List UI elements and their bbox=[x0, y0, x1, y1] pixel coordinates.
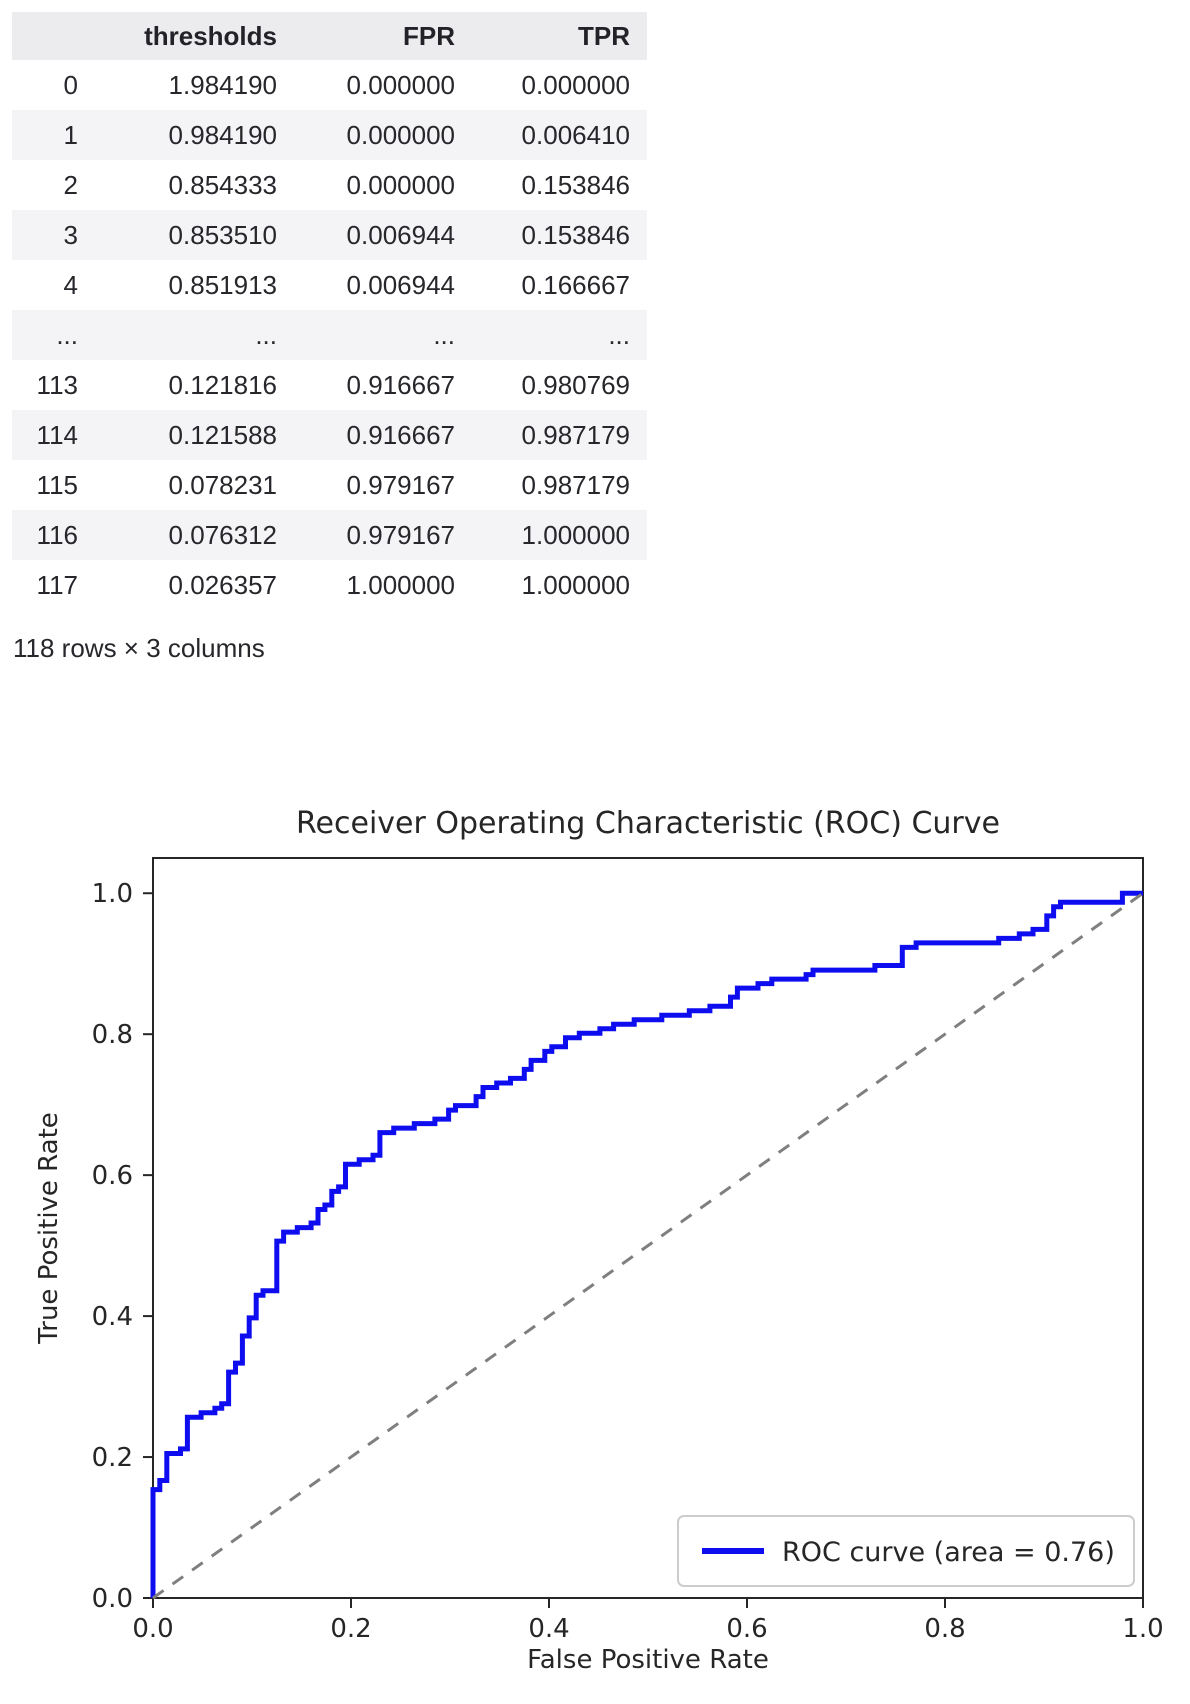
y-tick-label: 0.0 bbox=[92, 1584, 133, 1614]
table-row: 2 0.854333 0.000000 0.153846 bbox=[12, 160, 647, 210]
table-cell: 0.979167 bbox=[346, 470, 455, 500]
table-cell: 0.851913 bbox=[168, 270, 277, 300]
row-index: 116 bbox=[36, 520, 78, 550]
table-cell: 0.854333 bbox=[168, 170, 277, 200]
table-cell: 0.153846 bbox=[521, 170, 630, 200]
table-cell: 0.000000 bbox=[346, 120, 455, 150]
column-header-thresholds: thresholds bbox=[144, 21, 277, 51]
table-cell: 0.121816 bbox=[168, 370, 277, 400]
table-row: 1 0.984190 0.000000 0.006410 bbox=[12, 110, 647, 160]
table-cell: 0.980769 bbox=[521, 370, 630, 400]
row-index: 3 bbox=[63, 220, 78, 250]
table-cell: 0.853510 bbox=[168, 220, 277, 250]
index-column-header bbox=[12, 12, 78, 60]
row-index: 113 bbox=[36, 370, 78, 400]
y-tick-label: 0.6 bbox=[92, 1161, 133, 1191]
table-cell: 1.000000 bbox=[346, 570, 455, 600]
table-cell: 0.984190 bbox=[168, 120, 277, 150]
roc-curve-line bbox=[150, 890, 1143, 1598]
table-row: 4 0.851913 0.006944 0.166667 bbox=[12, 260, 647, 310]
y-tick-label: 0.2 bbox=[92, 1443, 133, 1473]
table-cell: 0.987179 bbox=[521, 420, 630, 450]
table-row: 114 0.121588 0.916667 0.987179 bbox=[12, 410, 647, 460]
table-cell: 0.006944 bbox=[346, 270, 455, 300]
table-cell: ... bbox=[433, 320, 455, 350]
row-index: 1 bbox=[63, 120, 78, 150]
row-index: 117 bbox=[36, 570, 78, 600]
row-index: 115 bbox=[36, 470, 78, 500]
column-header-fpr: FPR bbox=[403, 21, 455, 51]
roc-figure: Receiver Operating Characteristic (ROC) … bbox=[0, 750, 1190, 1704]
x-axis-label: False Positive Rate bbox=[527, 1645, 769, 1675]
x-tick-label: 0.2 bbox=[330, 1614, 371, 1644]
table-cell: 0.026357 bbox=[168, 570, 277, 600]
table-row: 116 0.076312 0.979167 1.000000 bbox=[12, 510, 647, 560]
row-index: 2 bbox=[63, 170, 78, 200]
column-header-tpr: TPR bbox=[578, 21, 630, 51]
roc-dataframe-table: thresholds FPR TPR 0 1.984190 0.000000 0.0000… bbox=[12, 12, 647, 610]
table-cell: 1.984190 bbox=[168, 70, 277, 100]
table-cell: 0.000000 bbox=[346, 170, 455, 200]
row-index: ... bbox=[56, 320, 78, 350]
table-cell: 0.979167 bbox=[346, 520, 455, 550]
table-cell: 0.153846 bbox=[521, 220, 630, 250]
table-row: 115 0.078231 0.979167 0.987179 bbox=[12, 460, 647, 510]
table-cell: ... bbox=[255, 320, 277, 350]
table-row: ............ bbox=[12, 310, 647, 360]
y-tick-label: 0.8 bbox=[92, 1020, 133, 1050]
plot-area-frame bbox=[152, 857, 1144, 1599]
y-tick-label: 0.4 bbox=[92, 1302, 133, 1332]
table-cell: 0.076312 bbox=[168, 520, 277, 550]
table-cell: ... bbox=[608, 320, 630, 350]
table-cell: 0.916667 bbox=[346, 420, 455, 450]
row-index: 0 bbox=[63, 70, 78, 100]
x-tick-label: 0.6 bbox=[726, 1614, 767, 1644]
table-cell: 1.000000 bbox=[521, 520, 630, 550]
table-cell: 0.000000 bbox=[521, 70, 630, 100]
row-index: 4 bbox=[63, 270, 78, 300]
chart-title: Receiver Operating Characteristic (ROC) … bbox=[296, 806, 1000, 841]
table-row: 117 0.026357 1.000000 1.000000 bbox=[12, 560, 647, 610]
table-row: 3 0.853510 0.006944 0.153846 bbox=[12, 210, 647, 260]
table-cell: 0.916667 bbox=[346, 370, 455, 400]
table-cell: 0.006944 bbox=[346, 220, 455, 250]
dataframe-shape-summary: 118 rows × 3 columns bbox=[13, 633, 265, 663]
x-tick-label: 0.4 bbox=[528, 1614, 569, 1644]
legend-label: ROC curve (area = 0.76) bbox=[782, 1537, 1115, 1568]
table-cell: 0.000000 bbox=[346, 70, 455, 100]
table-cell: 0.987179 bbox=[521, 470, 630, 500]
y-axis-label: True Positive Rate bbox=[34, 1112, 64, 1345]
chance-diagonal-line bbox=[152, 891, 1144, 1600]
table-cell: 0.121588 bbox=[168, 420, 277, 450]
table-row: 113 0.121816 0.916667 0.980769 bbox=[12, 360, 647, 410]
table-row: 0 1.984190 0.000000 0.000000 bbox=[12, 60, 647, 110]
x-tick-label: 0.0 bbox=[132, 1614, 173, 1644]
dataframe-output: thresholds FPR TPR 0 1.984190 0.000000 0.0000… bbox=[12, 12, 647, 610]
y-tick-label: 1.0 bbox=[92, 879, 133, 909]
table-cell: 0.006410 bbox=[521, 120, 630, 150]
legend-box bbox=[677, 1515, 1135, 1587]
legend: ROC curve (area = 0.76) bbox=[677, 1515, 1135, 1587]
table-header: thresholds FPR TPR bbox=[12, 12, 647, 60]
table-cell: 1.000000 bbox=[521, 570, 630, 600]
x-tick-label: 1.0 bbox=[1122, 1614, 1163, 1644]
row-index: 114 bbox=[36, 420, 78, 450]
table-cell: 0.166667 bbox=[521, 270, 630, 300]
table-cell: 0.078231 bbox=[168, 470, 277, 500]
x-tick-label: 0.8 bbox=[924, 1614, 965, 1644]
